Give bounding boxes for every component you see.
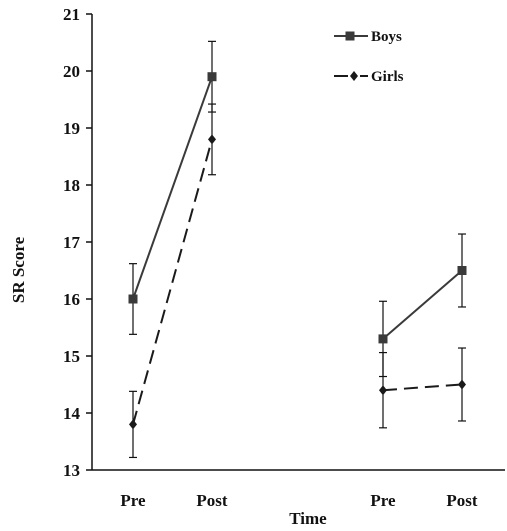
x-tick-label: Pre <box>120 491 146 510</box>
y-tick-label: 13 <box>63 461 80 480</box>
series-line <box>382 269 463 340</box>
legend-label: Boys <box>371 29 402 45</box>
y-tick-label: 16 <box>63 290 80 309</box>
legend-marker <box>350 71 358 81</box>
y-tick-label: 21 <box>63 5 80 24</box>
series-line <box>132 76 213 300</box>
data-point <box>208 134 216 145</box>
x-axis-title: Time <box>289 509 327 528</box>
series-line <box>382 383 463 392</box>
data-point <box>129 419 137 430</box>
legend-item-boys: Boys <box>334 29 402 45</box>
y-tick-label: 18 <box>63 176 80 195</box>
legend-item-girls: Girls <box>334 69 404 85</box>
y-tick-label: 19 <box>63 119 80 138</box>
y-tick-label: 14 <box>63 404 81 423</box>
data-point <box>128 294 138 304</box>
legend-label: Girls <box>371 69 404 85</box>
legend-marker <box>345 31 355 41</box>
legend: Boys Girls <box>334 29 404 85</box>
series-layer <box>128 40 467 459</box>
series-line <box>132 139 213 425</box>
y-tick-label: 17 <box>63 233 81 252</box>
data-point <box>458 379 466 390</box>
x-tick-label: Post <box>446 491 478 510</box>
data-point <box>207 72 217 82</box>
data-point <box>378 334 388 344</box>
series-boys <box>128 40 467 378</box>
series-girls <box>129 103 466 459</box>
data-point <box>457 266 467 275</box>
x-tick-label: Post <box>196 491 228 510</box>
x-tick-label: Pre <box>370 491 396 510</box>
y-tick-label: 15 <box>63 347 80 366</box>
y-tick-label: 20 <box>63 62 80 81</box>
axes: 13 14 15 16 17 18 19 20 21 Pre Post Pre Post <box>63 5 505 510</box>
data-point <box>379 385 387 396</box>
y-axis-title: SR Score <box>9 236 28 303</box>
